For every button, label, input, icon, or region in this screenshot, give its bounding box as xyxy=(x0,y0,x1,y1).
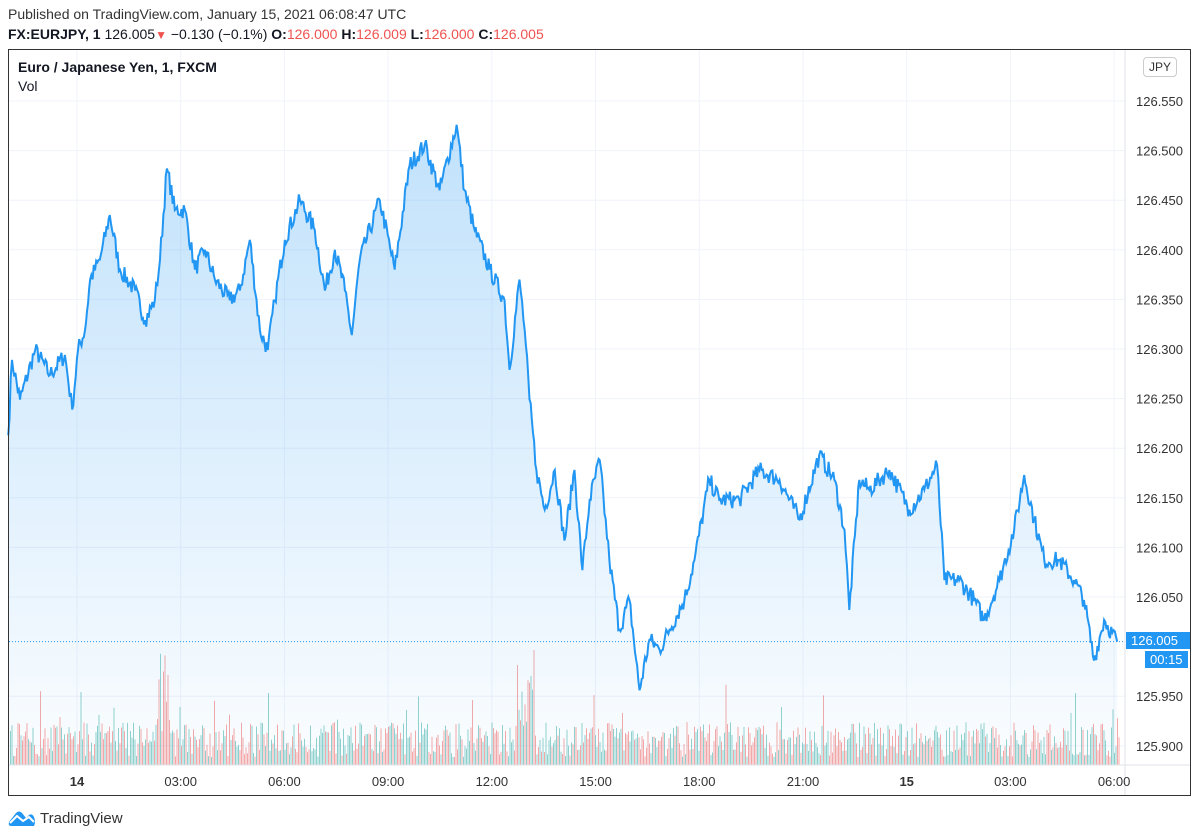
currency-button[interactable]: JPY xyxy=(1143,57,1178,77)
x-tick-label: 18:00 xyxy=(683,774,716,789)
volume-legend: Vol xyxy=(18,78,38,94)
x-tick-label: 15:00 xyxy=(579,774,612,789)
y-tick-label: 126.550 xyxy=(1136,94,1183,109)
brand-name: TradingView xyxy=(40,809,123,827)
series-legend: Euro / Japanese Yen, 1, FXCM xyxy=(18,59,217,75)
countdown-label: 00:15 xyxy=(1145,651,1188,668)
x-tick-label: 14 xyxy=(70,774,85,789)
last-price-label: 126.005 xyxy=(1126,632,1190,649)
y-tick-label: 126.450 xyxy=(1136,193,1183,208)
y-tick-label: 126.050 xyxy=(1136,590,1183,605)
x-tick-label: 09:00 xyxy=(372,774,405,789)
symbol-info: FX:EURJPY, 1 126.005▼ −0.130 (−0.1%) O:1… xyxy=(8,26,544,42)
x-tick-label: 06:00 xyxy=(1098,774,1131,789)
x-tick-label: 03:00 xyxy=(994,774,1027,789)
y-tick-label: 126.250 xyxy=(1136,392,1183,407)
chart-frame xyxy=(8,49,1191,796)
y-tick-label: 126.200 xyxy=(1136,441,1183,456)
y-tick-label: 126.500 xyxy=(1136,144,1183,159)
y-tick-label: 125.900 xyxy=(1136,739,1183,754)
x-tick-label: 21:00 xyxy=(787,774,820,789)
x-tick-label: 15 xyxy=(899,774,913,789)
close-label: C: xyxy=(478,26,494,42)
price-line xyxy=(7,124,1119,691)
tradingview-logo[interactable]: TradingView xyxy=(8,809,123,827)
high-label: H: xyxy=(341,26,357,42)
low-label: L: xyxy=(410,26,424,42)
high-value: 126.009 xyxy=(356,26,407,42)
triangle-down-icon: ▼ xyxy=(155,28,167,42)
y-tick-label: 126.400 xyxy=(1136,243,1183,258)
published-info: Published on TradingView.com, January 15… xyxy=(8,6,407,22)
x-tick-label: 12:00 xyxy=(476,774,509,789)
y-tick-label: 126.150 xyxy=(1136,491,1183,506)
volume-bar xyxy=(1118,737,1120,765)
symbol-name: FX:EURJPY, 1 xyxy=(8,26,101,42)
last-price: 126.005 xyxy=(104,26,156,42)
x-tick-label: 03:00 xyxy=(164,774,197,789)
x-tick-label: 06:00 xyxy=(268,774,301,789)
price-change: −0.130 (−0.1%) xyxy=(170,26,268,42)
cloud-logo-icon xyxy=(8,811,35,826)
y-tick-label: 126.300 xyxy=(1136,342,1183,357)
open-label: O: xyxy=(271,26,287,42)
y-tick-label: 126.100 xyxy=(1136,540,1183,555)
open-value: 126.000 xyxy=(286,26,338,42)
price-area xyxy=(8,124,1118,766)
y-tick-label: 126.350 xyxy=(1136,292,1183,307)
close-value: 126.005 xyxy=(493,26,544,42)
volume-bar xyxy=(1117,718,1118,765)
y-tick-label: 125.950 xyxy=(1136,689,1183,704)
low-value: 126.000 xyxy=(423,26,475,42)
